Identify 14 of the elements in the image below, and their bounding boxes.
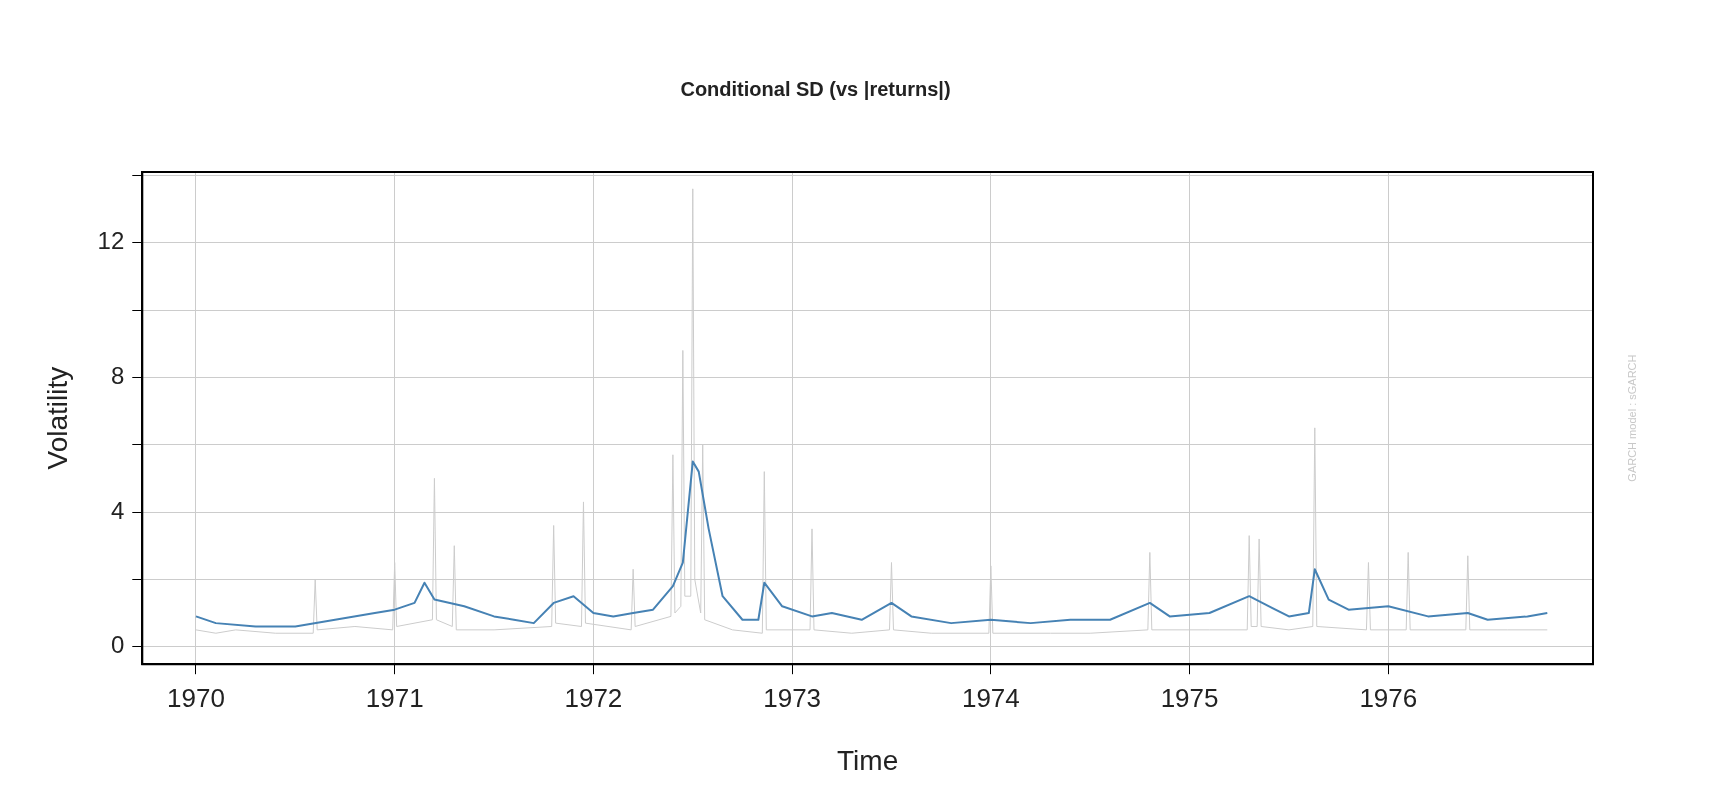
- x-tick-label: 1974: [961, 682, 1020, 713]
- x-tick-label: 1973: [763, 682, 822, 713]
- x-tick-label: 1972: [564, 682, 623, 713]
- chart-title: Conditional SD (vs |returns|): [680, 77, 951, 100]
- y-tick-label: 8: [110, 361, 125, 389]
- x-tick-label: 1971: [365, 682, 424, 713]
- x-axis-title: Time: [837, 744, 899, 776]
- x-tick-label: 1976: [1359, 682, 1418, 713]
- y-tick-label: 4: [110, 496, 125, 524]
- x-tick-label: 1975: [1160, 682, 1219, 713]
- y-tick-label: 12: [97, 227, 125, 255]
- y-tick-label: 0: [110, 631, 125, 659]
- x-tick-label: 1970: [167, 682, 225, 713]
- y-axis-title: Volatility: [41, 366, 73, 470]
